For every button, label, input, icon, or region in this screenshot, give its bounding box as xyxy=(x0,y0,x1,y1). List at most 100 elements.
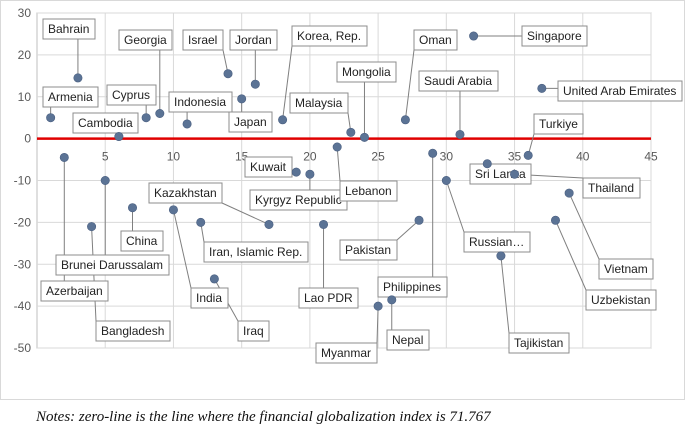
label-box xyxy=(339,239,398,261)
point-label: Iraq xyxy=(243,324,264,338)
point-label: China xyxy=(126,234,158,248)
label-connector xyxy=(172,209,192,289)
data-point xyxy=(182,119,192,129)
label-box xyxy=(463,231,531,253)
label-connector xyxy=(445,180,465,233)
y-tick-label: -20 xyxy=(14,215,32,229)
point-label: Israel xyxy=(188,33,217,47)
point-label: Cambodia xyxy=(78,116,133,130)
label-box xyxy=(55,254,170,276)
data-point xyxy=(278,115,288,125)
data-point xyxy=(87,222,97,232)
data-point xyxy=(414,215,424,225)
data-point xyxy=(155,109,165,119)
label-box xyxy=(336,61,397,83)
label-box xyxy=(585,289,657,311)
point-label: Lao PDR xyxy=(304,291,353,305)
data-point xyxy=(496,251,506,261)
point-label: Bangladesh xyxy=(101,324,164,338)
data-point xyxy=(400,115,410,125)
label-box xyxy=(315,342,378,364)
point-label: Jordan xyxy=(235,33,272,47)
data-points xyxy=(46,31,574,311)
data-point xyxy=(523,150,533,160)
point-label: Uzbekistan xyxy=(591,293,650,307)
data-point xyxy=(100,176,110,186)
label-box xyxy=(229,29,278,51)
point-label: Vietnam xyxy=(604,262,648,276)
point-label: Korea, Rep. xyxy=(297,29,361,43)
chart-note: Notes: zero-line is the line where the f… xyxy=(36,409,491,425)
data-point xyxy=(441,176,451,186)
point-label: Tajikistan xyxy=(514,336,563,350)
data-point xyxy=(373,301,383,311)
data-point xyxy=(550,215,560,225)
data-point xyxy=(346,127,356,137)
label-box xyxy=(521,25,588,47)
chart-area: 30 20 10 0 -10 -20 -30 -40 -50 5 10 15 20 25 30 35 40 45 B… xyxy=(0,0,685,400)
label-box xyxy=(557,80,683,102)
point-label: Oman xyxy=(419,33,452,47)
label-box xyxy=(95,320,171,342)
y-tick-label: 0 xyxy=(24,132,31,146)
label-box xyxy=(148,182,223,204)
label-connector xyxy=(336,146,341,182)
data-point xyxy=(332,142,342,152)
point-label: Lebanon xyxy=(345,184,392,198)
y-tick-label: -10 xyxy=(14,174,32,188)
data-point xyxy=(59,152,69,162)
data-point xyxy=(359,132,369,142)
data-point xyxy=(223,69,233,79)
data-point xyxy=(264,219,274,229)
label-box xyxy=(291,25,368,47)
data-point xyxy=(73,73,83,83)
label-connector xyxy=(568,192,600,260)
label-connector xyxy=(404,49,415,120)
data-point xyxy=(387,295,397,305)
point-label: Pakistan xyxy=(345,243,391,257)
data-point xyxy=(168,205,178,215)
label-connector xyxy=(500,255,510,334)
data-point xyxy=(141,113,151,123)
label-box xyxy=(289,92,349,114)
label-connector xyxy=(282,45,293,120)
label-boxes: Bahrain Armenia Cambodia Cyprus Georgia Indon… xyxy=(40,18,683,364)
label-box xyxy=(418,70,499,92)
data-point xyxy=(114,132,124,142)
point-label: Philippines xyxy=(383,280,441,294)
data-point xyxy=(291,167,301,177)
point-label: Nepal xyxy=(392,333,423,347)
label-connector xyxy=(221,202,270,225)
y-tick-label: 20 xyxy=(18,48,32,62)
label-connector xyxy=(376,306,379,344)
x-tick-label: 25 xyxy=(371,150,385,164)
point-label: Turkiye xyxy=(539,117,578,131)
point-label: Indonesia xyxy=(174,95,226,109)
x-tick-label: 5 xyxy=(102,150,109,164)
label-box xyxy=(40,280,109,302)
x-tick-label: 40 xyxy=(576,150,590,164)
point-label: Georgia xyxy=(124,33,167,47)
label-box xyxy=(386,329,430,351)
point-label: Myanmar xyxy=(321,346,371,360)
label-box xyxy=(118,29,173,51)
label-box xyxy=(42,18,96,40)
point-label: Mongolia xyxy=(342,65,391,79)
point-label: Armenia xyxy=(48,90,93,104)
label-box xyxy=(377,276,448,298)
data-point xyxy=(455,129,465,139)
data-point xyxy=(237,94,247,104)
point-label: Bahrain xyxy=(48,22,89,36)
data-point xyxy=(564,188,574,198)
label-box xyxy=(413,29,458,51)
point-label: United Arab Emirates xyxy=(563,84,676,98)
data-point xyxy=(319,219,329,229)
label-box xyxy=(106,84,157,106)
data-point xyxy=(469,31,479,41)
label-box xyxy=(168,91,233,113)
label-box xyxy=(228,111,273,133)
point-label: Kyrgyz Republic xyxy=(255,193,342,207)
label-box xyxy=(203,241,309,263)
label-box xyxy=(244,156,293,178)
